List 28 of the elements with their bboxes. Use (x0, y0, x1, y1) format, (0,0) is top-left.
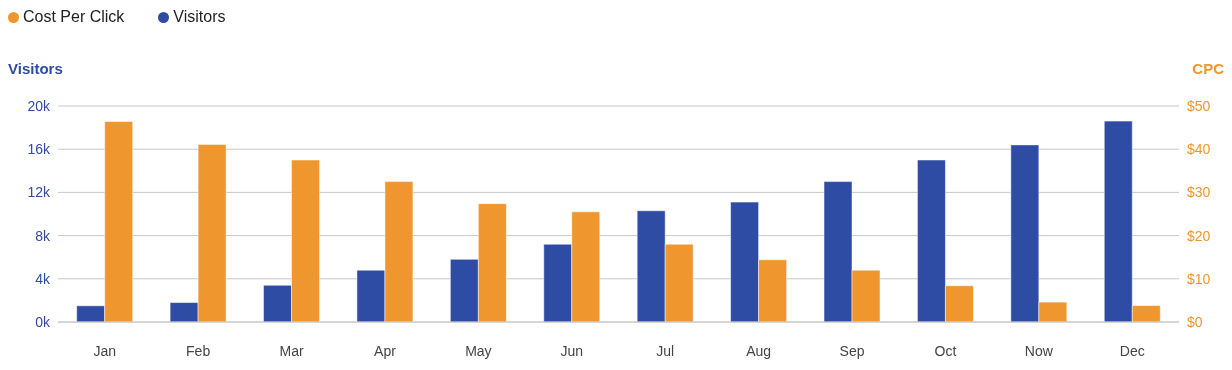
y-tick-label: 20k (27, 97, 51, 114)
x-tick-label: Oct (934, 342, 957, 359)
y-axis-title: Visitors (8, 60, 63, 77)
legend-label: Cost Per Click (23, 8, 125, 25)
x-tick-label: Now (1024, 342, 1054, 359)
x-tick-label: Sep (839, 342, 865, 359)
y-tick-label: 16k (27, 141, 51, 158)
x-tick-label: Apr (374, 342, 397, 359)
y-tick-label: 4k (35, 270, 51, 287)
y2-axis-title: CPC (1192, 60, 1224, 77)
y2-tick-label: $40 (1187, 141, 1211, 158)
x-tick-label: May (465, 342, 492, 359)
y2-tick-label: $20 (1187, 227, 1211, 244)
x-tick-label: Aug (746, 342, 772, 359)
x-tick-label: Jan (93, 342, 116, 359)
y2-tick-label: $30 (1187, 184, 1211, 201)
y-tick-label: 0k (35, 313, 51, 330)
y-tick-label: 8k (35, 227, 51, 244)
legend-label: Visitors (173, 8, 226, 25)
y2-tick-label: $10 (1187, 270, 1211, 287)
y2-tick-label: $0 (1187, 313, 1203, 330)
x-tick-label: Dec (1119, 342, 1145, 359)
x-tick-label: Jul (656, 342, 675, 359)
x-tick-label: Mar (279, 342, 304, 359)
x-tick-label: Feb (186, 342, 211, 359)
x-tick-label: Jun (560, 342, 584, 359)
y2-tick-label: $50 (1187, 97, 1211, 114)
y-tick-label: 12k (27, 184, 51, 201)
